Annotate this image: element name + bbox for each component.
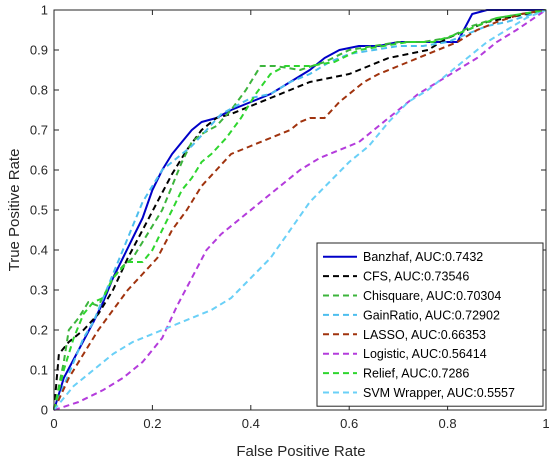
- y-tick-label: 0.6: [30, 163, 48, 178]
- series-line-7: [53, 9, 547, 411]
- legend-label-6: Relief, AUC:0.7286: [363, 367, 469, 381]
- x-tick-label: 1: [542, 416, 549, 431]
- y-tick-label: 0.9: [30, 43, 48, 58]
- series-line-3: [53, 9, 547, 411]
- y-tick-label: 0.4: [30, 243, 48, 258]
- y-tick-label: 0.5: [30, 203, 48, 218]
- legend-box: [316, 242, 544, 407]
- legend-label-4: LASSO, AUC:0.66353: [363, 328, 486, 342]
- series-layer: [53, 9, 547, 411]
- x-tick-label: 0.8: [439, 416, 457, 431]
- y-tick-label: 0.3: [30, 283, 48, 298]
- y-tick-label: 0.7: [30, 123, 48, 138]
- y-tick-label: 0: [41, 403, 48, 418]
- legend-label-7: SVM Wrapper, AUC:0.5557: [363, 386, 515, 400]
- legend: Banzhaf, AUC:0.7432 CFS, AUC:0.73546 Chisq…: [316, 242, 544, 407]
- x-tick-label: 0.2: [143, 416, 161, 431]
- x-tick-label: 0: [50, 416, 57, 431]
- y-tick-label: 0.8: [30, 83, 48, 98]
- series-line-5: [53, 9, 547, 411]
- legend-label-3: GainRatio, AUC:0.72902: [363, 308, 500, 322]
- series-line-4: [53, 9, 547, 411]
- y-axis-label: True Positive Rate: [6, 149, 23, 272]
- x-axis-label: False Positive Rate: [236, 443, 365, 460]
- y-tick-label: 1: [41, 3, 48, 18]
- series-line-2: [53, 9, 547, 411]
- legend-label-5: Logistic, AUC:0.56414: [363, 347, 487, 361]
- legend-label-1: CFS, AUC:0.73546: [363, 270, 469, 284]
- x-tick-label: 0.4: [242, 416, 260, 431]
- x-tick-label: 0.6: [340, 416, 358, 431]
- series-line-6: [53, 9, 547, 411]
- y-tick-label: 0.1: [30, 363, 48, 378]
- legend-label-0: Banzhaf, AUC:0.7432: [363, 250, 483, 264]
- legend-label-2: Chisquare, AUC:0.70304: [363, 289, 501, 303]
- y-tick-label: 0.2: [30, 323, 48, 338]
- axes-layer: 0 0.2 0.4 0.6 0.8 1 0 0.1 0.2 0.3 0.4 0.5 0.6 0.7 0.8 0…: [30, 3, 550, 432]
